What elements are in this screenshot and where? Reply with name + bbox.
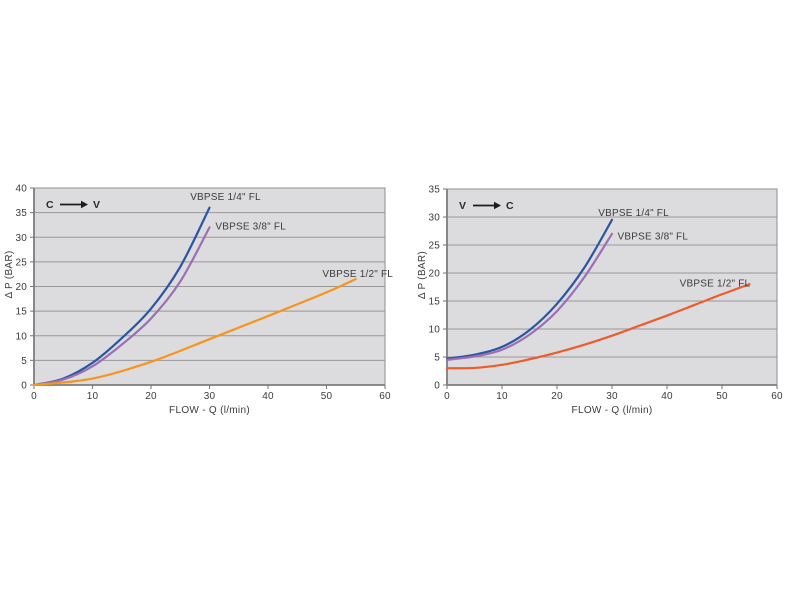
direction-arrow-head [81,200,88,209]
x-tick-label: 40 [661,391,673,402]
x-tick-label: 40 [262,391,274,402]
x-axis-label: FLOW - Q (l/min) [169,405,250,416]
x-tick-label: 50 [321,391,333,402]
y-tick-label: 20 [428,269,440,280]
y-tick-label: 15 [15,307,27,318]
series-label: VBPSE 3/8" FL [618,231,689,242]
x-tick-label: 20 [551,391,563,402]
y-tick-label: 10 [428,325,440,336]
y-tick-label: 35 [15,208,27,219]
y-tick-label: 30 [428,213,440,224]
y-tick-label: 35 [428,185,440,196]
x-tick-label: 10 [87,391,99,402]
series-curve [445,283,751,370]
x-tick-label: 60 [379,391,391,402]
x-tick-label: 50 [716,391,728,402]
series-label: VBPSE 1/4" FL [598,208,669,219]
y-tick-label: 25 [15,257,27,268]
y-tick-label: 10 [15,331,27,342]
x-tick-label: 10 [496,391,508,402]
y-tick-label: 40 [15,184,27,195]
y-axis-label: Δ P (BAR) [417,251,428,299]
series-label: VBPSE 1/2" FL [322,269,393,280]
y-tick-label: 0 [21,381,27,392]
series-curve [445,218,614,360]
y-tick-label: 0 [434,381,440,392]
x-tick-label: 30 [606,391,618,402]
direction-to-label: V [93,199,101,211]
y-tick-label: 5 [21,356,27,367]
series-label: VBPSE 1/4" FL [190,192,261,203]
y-tick-label: 20 [15,282,27,293]
series-label: VBPSE 1/2" FL [680,278,751,289]
y-tick-label: 15 [428,297,440,308]
direction-arrow-head [494,201,501,210]
direction-from-label: C [46,199,54,211]
y-tick-label: 5 [434,353,440,364]
y-tick-label: 25 [428,241,440,252]
x-tick-label: 0 [444,391,450,402]
y-axis-label: Δ P (BAR) [4,250,15,298]
direction-from-label: V [459,200,467,212]
direction-to-label: C [506,200,514,212]
x-tick-label: 0 [31,391,37,402]
y-tick-label: 30 [15,233,27,244]
series-curve [32,226,211,387]
x-tick-label: 20 [145,391,157,402]
series-curve [445,232,614,361]
series-label: VBPSE 3/8" FL [215,221,286,232]
series-curve [32,278,357,387]
x-axis-label: FLOW - Q (l/min) [572,405,653,416]
x-tick-label: 60 [771,391,783,402]
x-tick-label: 30 [204,391,216,402]
